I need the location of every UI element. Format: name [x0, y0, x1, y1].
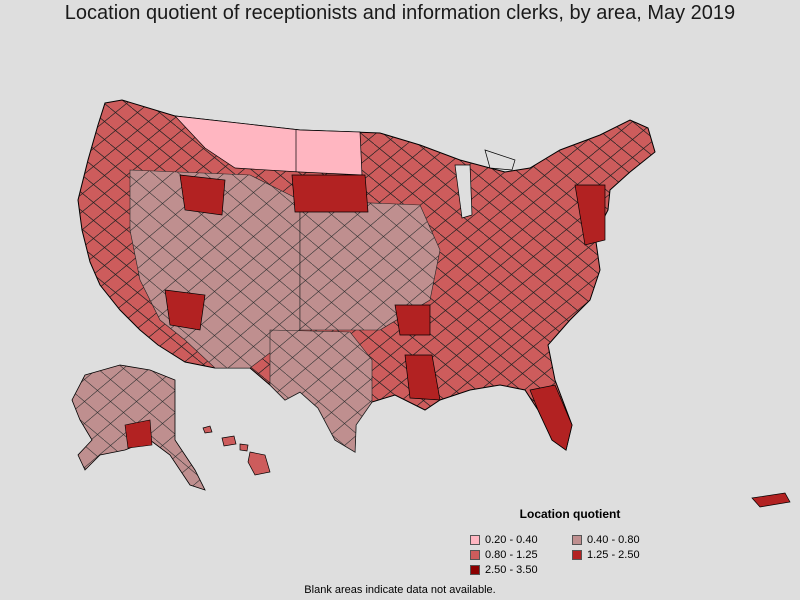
map-title: Location quotient of receptionists and i…: [64, 2, 736, 24]
northeast-region: [574, 184, 606, 246]
footnote: Blank areas indicate data not available.: [304, 584, 496, 596]
legend-grid: 0.20 - 0.40 0.40 - 0.80 0.80 - 1.25 1.25…: [470, 533, 680, 577]
idaho-region: [179, 174, 226, 216]
texas-region: [269, 329, 373, 453]
legend-swatch: [470, 535, 480, 545]
legend-swatch: [572, 535, 582, 545]
plains-region: [299, 199, 441, 331]
south-dakota-region: [291, 174, 369, 213]
legend-label: 0.20 - 0.40: [485, 534, 538, 546]
legend-swatch: [470, 565, 480, 575]
legend-item: 0.80 - 1.25: [470, 548, 572, 562]
great-lakes: [454, 149, 516, 219]
legend: Location quotient 0.20 - 0.40 0.40 - 0.8…: [470, 507, 680, 577]
legend-label: 1.25 - 2.50: [587, 549, 640, 561]
arizona-region: [164, 289, 206, 331]
legend-label: 0.80 - 1.25: [485, 549, 538, 561]
florida-region: [529, 384, 573, 451]
puerto-rico: [751, 492, 791, 508]
legend-label: 2.50 - 3.50: [485, 564, 538, 576]
hawaii: [202, 425, 271, 476]
arkansas-region: [394, 304, 431, 336]
legend-item: 0.40 - 0.80: [572, 533, 672, 547]
legend-swatch: [572, 550, 582, 560]
legend-swatch: [470, 550, 480, 560]
legend-label: 0.40 - 0.80: [587, 534, 640, 546]
legend-item: 1.25 - 2.50: [572, 548, 672, 562]
legend-item: 0.20 - 0.40: [470, 533, 572, 547]
louisiana-region: [404, 354, 441, 401]
montana-north-dakota-region: [174, 115, 363, 176]
legend-title: Location quotient: [519, 507, 621, 521]
legend-item: 2.50 - 3.50: [470, 563, 572, 577]
alaska-high-region: [124, 419, 153, 449]
